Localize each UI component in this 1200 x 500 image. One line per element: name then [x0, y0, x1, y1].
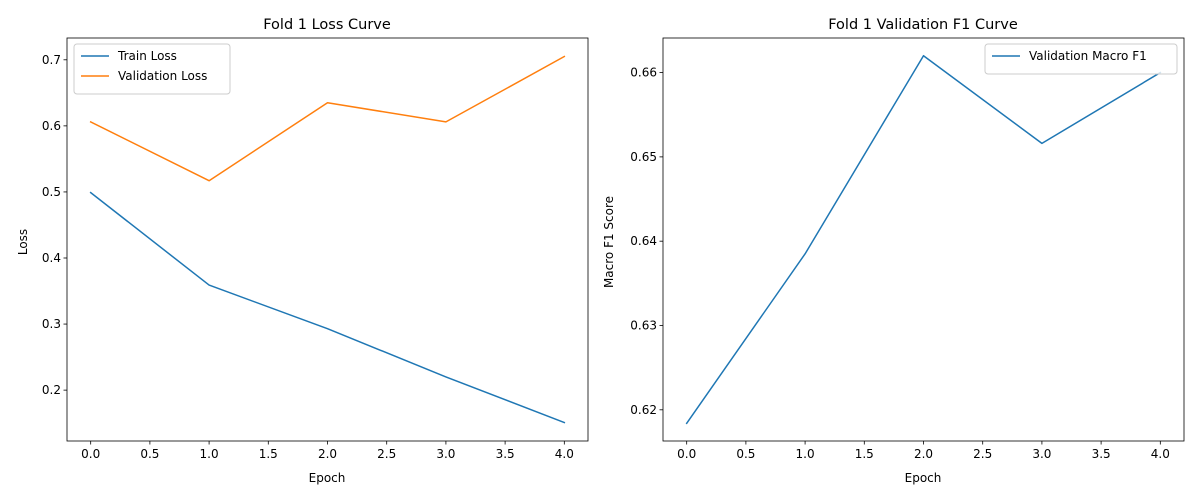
x-tick-label: 2.0: [318, 447, 337, 461]
chart-title: Fold 1 Validation F1 Curve: [828, 17, 1018, 33]
x-tick-label: 3.0: [1032, 447, 1051, 461]
legend-label: Train Loss: [117, 49, 177, 63]
x-tick-label: 1.0: [796, 447, 815, 461]
x-tick-label: 4.0: [555, 447, 574, 461]
y-tick-label: 0.6: [42, 119, 61, 133]
series-line-0: [685, 54, 1162, 425]
y-tick-label: 0.2: [42, 383, 61, 397]
x-tick-label: 3.5: [1092, 447, 1111, 461]
x-tick-label: 1.0: [200, 447, 219, 461]
chart-title: Fold 1 Loss Curve: [263, 17, 391, 33]
x-tick-label: 0.5: [736, 447, 755, 461]
legend: Train Loss Validation Loss: [73, 43, 231, 95]
y-tick-label: 0.5: [42, 185, 61, 199]
f1-chart: Fold 1 Validation F1 Curve Epoch Macro F…: [602, 17, 1185, 485]
y-tick-label: 0.4: [42, 251, 61, 265]
y-tick-label: 0.7: [42, 53, 61, 67]
x-tick-label: 4.0: [1151, 447, 1170, 461]
x-axis-label: Epoch: [905, 471, 942, 485]
y-tick-label: 0.65: [630, 150, 657, 164]
x-tick-label: 2.5: [973, 447, 992, 461]
x-tick-label: 2.5: [377, 447, 396, 461]
x-tick-label: 3.5: [496, 447, 515, 461]
y-tick-label: 0.62: [630, 403, 657, 417]
y-tick-label: 0.64: [630, 234, 657, 248]
loss-chart: Fold 1 Loss Curve Epoch Loss 0.0 0.5 1.0 1.…: [16, 17, 589, 485]
series-line-1: [89, 55, 566, 182]
plot-frame: [66, 37, 589, 442]
legend-label: Validation Loss: [118, 69, 207, 83]
legend-label: Validation Macro F1: [1029, 49, 1147, 63]
series-line-0: [89, 191, 566, 424]
x-tick-label: 0.5: [140, 447, 159, 461]
x-tick-label: 1.5: [855, 447, 874, 461]
y-axis-label: Loss: [16, 229, 30, 255]
x-tick-label: 1.5: [259, 447, 278, 461]
legend-box: [984, 43, 1178, 75]
y-axis-label: Macro F1 Score: [602, 196, 616, 288]
legend-box: [73, 43, 231, 95]
y-tick-label: 0.63: [630, 318, 657, 332]
legend: Validation Macro F1: [984, 43, 1178, 75]
y-tick-label: 0.66: [630, 66, 657, 80]
y-tick-label: 0.3: [42, 317, 61, 331]
x-axis-label: Epoch: [309, 471, 346, 485]
x-tick-label: 3.0: [436, 447, 455, 461]
x-tick-label: 0.0: [81, 447, 100, 461]
x-tick-label: 2.0: [914, 447, 933, 461]
x-tick-label: 0.0: [677, 447, 696, 461]
plot-frame: [662, 37, 1185, 442]
